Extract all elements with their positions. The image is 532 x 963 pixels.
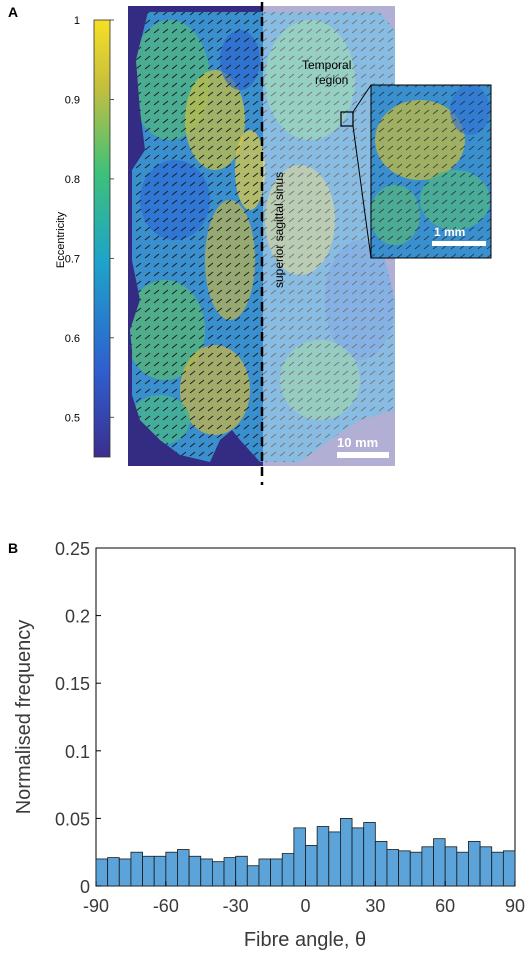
x-tick-label: 0 xyxy=(300,896,310,916)
y-tick-label: 0.1 xyxy=(65,742,90,762)
inset-connector-bottom xyxy=(352,125,372,259)
x-tick-label: -60 xyxy=(153,896,179,916)
x-tick-label: 30 xyxy=(365,896,385,916)
colorbar-label: Eccentricity xyxy=(55,211,67,268)
histogram-bar xyxy=(142,855,155,887)
histogram-bar xyxy=(421,846,434,887)
midline-label: superior sagittal sinus xyxy=(272,172,286,288)
inset-scalebar xyxy=(432,241,486,246)
histogram-bars xyxy=(95,817,516,887)
histogram-bar xyxy=(177,849,190,887)
histogram-bar xyxy=(305,845,318,887)
x-tick-label: -30 xyxy=(223,896,249,916)
main-scalebar-label: 10 mm xyxy=(337,435,378,450)
colorbar-ticks: 1 0.9 0.8 0.7 0.6 0.5 xyxy=(65,15,114,424)
inset-label-line2: region xyxy=(315,73,348,87)
histogram-bar xyxy=(95,858,109,887)
y-axis-ticks: 0 0.05 0.1 0.15 0.2 0.25 xyxy=(55,539,101,897)
inset-connector-top xyxy=(352,84,372,113)
colorbar xyxy=(93,19,111,458)
histogram-bar xyxy=(398,850,411,887)
inset-label-line1: Temporal xyxy=(302,58,351,72)
y-axis-label: Normalised frequency xyxy=(13,620,35,815)
inset-marker xyxy=(340,111,354,127)
histogram-bar xyxy=(502,850,516,887)
histogram-bar xyxy=(386,849,400,887)
histogram-bar xyxy=(491,851,504,887)
colorbar-tick-label: 0.5 xyxy=(65,412,80,424)
histogram-bar xyxy=(153,855,167,887)
x-tick-label: -90 xyxy=(83,896,109,916)
x-axis-ticks: -90 -60 -30 0 30 60 90 xyxy=(83,881,525,916)
main-scalebar xyxy=(337,452,389,458)
histogram-bar xyxy=(188,855,202,887)
histogram-bar xyxy=(118,858,132,887)
y-tick-label: 0.05 xyxy=(55,809,90,829)
histogram-bar xyxy=(479,846,493,887)
histogram-bar xyxy=(409,851,423,887)
eccentricity-heatmap xyxy=(130,12,395,462)
histogram-bar xyxy=(374,840,388,887)
histogram-bar xyxy=(130,851,143,887)
histogram-bar xyxy=(293,827,306,887)
histogram-bar xyxy=(223,857,237,887)
histogram-bar xyxy=(468,840,481,887)
histogram-bar xyxy=(328,831,341,887)
colorbar-tick-label: 1 xyxy=(74,15,80,27)
colorbar-tick-label: 0.6 xyxy=(65,333,80,345)
histogram-bar xyxy=(281,853,295,887)
histogram-bar xyxy=(270,858,283,887)
histogram-bar xyxy=(456,851,469,887)
y-tick-label: 0.2 xyxy=(65,607,90,627)
histogram-bar xyxy=(444,846,458,887)
panel-b-label: B xyxy=(8,540,19,556)
x-axis-label: Fibre angle, θ xyxy=(244,929,366,951)
histogram-bar xyxy=(433,838,446,887)
fibre-angle-histogram: -90 -60 -30 0 30 60 90 0 0.05 0.1 0.15 0.2 0.25 Fib… xyxy=(13,539,525,951)
panel-a-label: A xyxy=(8,4,19,20)
histogram-bar xyxy=(211,861,225,887)
histogram-bar xyxy=(316,826,330,887)
histogram-bar xyxy=(340,817,353,887)
colorbar-tick-label: 0.9 xyxy=(65,94,80,106)
colorbar-tick-label: 0.7 xyxy=(65,253,80,265)
histogram-bar xyxy=(246,865,260,887)
histogram-bar xyxy=(165,851,178,887)
histogram-bar xyxy=(258,858,271,887)
eccentricity-map-figure: 1 0.9 0.8 0.7 0.6 0.5 Eccentricity superior s… xyxy=(55,2,492,485)
histogram-bar xyxy=(363,822,376,887)
x-tick-label: 90 xyxy=(505,896,525,916)
y-tick-label: 0.25 xyxy=(55,539,90,559)
histogram-bar xyxy=(200,858,213,887)
colorbar-tick-label: 0.8 xyxy=(65,174,80,186)
y-tick-label: 0 xyxy=(80,877,90,897)
histogram-bar xyxy=(235,855,248,887)
x-tick-label: 60 xyxy=(435,896,455,916)
histogram-bar xyxy=(107,857,120,887)
inset-magnified-region xyxy=(370,84,492,259)
y-tick-label: 0.15 xyxy=(55,674,90,694)
histogram-bar xyxy=(351,827,365,887)
inset-scalebar-label: 1 mm xyxy=(434,225,465,239)
